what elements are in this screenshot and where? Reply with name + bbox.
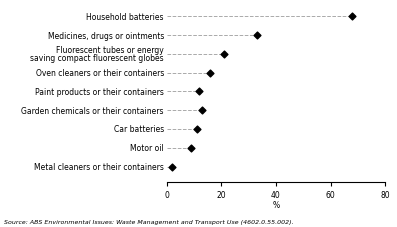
Point: [196, 90, 202, 93]
Point: [207, 71, 214, 74]
Point: [221, 52, 227, 56]
X-axis label: %: %: [272, 201, 279, 210]
Point: [199, 108, 205, 112]
Point: [194, 127, 200, 131]
Text: Source: ABS Environmental Issues: Waste Management and Transport Use (4602.0.55.: Source: ABS Environmental Issues: Waste …: [4, 220, 294, 225]
Point: [169, 165, 175, 168]
Point: [188, 146, 195, 150]
Point: [349, 14, 356, 18]
Point: [254, 33, 260, 37]
